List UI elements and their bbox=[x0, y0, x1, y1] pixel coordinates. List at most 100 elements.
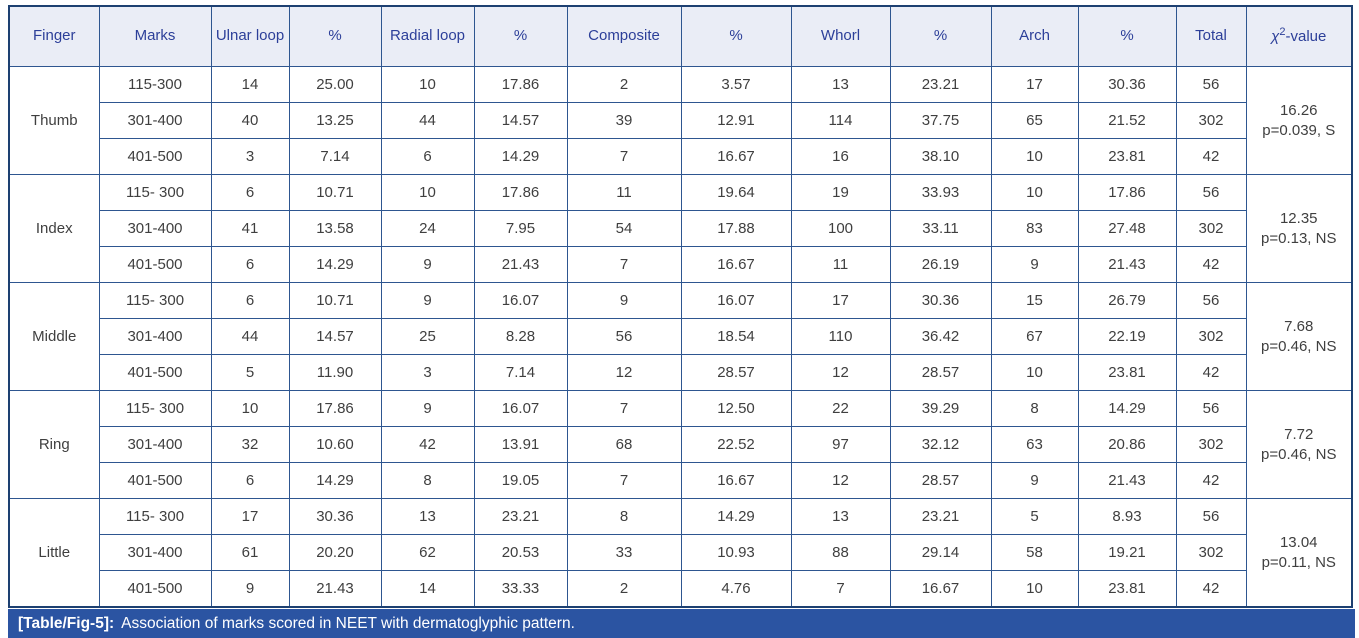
data-cell: 19.21 bbox=[1077, 534, 1177, 571]
data-cell: 7.14 bbox=[473, 354, 568, 391]
total-cell: 42 bbox=[1175, 246, 1247, 283]
data-cell: 32 bbox=[210, 426, 290, 463]
finger-cell-thumb: Thumb bbox=[8, 66, 100, 175]
marks-cell: 115- 300 bbox=[98, 390, 212, 427]
data-cell: 28.57 bbox=[889, 462, 992, 499]
data-cell: 8.28 bbox=[473, 318, 568, 355]
data-cell: 10 bbox=[990, 174, 1079, 211]
data-cell: 16 bbox=[790, 138, 891, 175]
marks-cell: 301-400 bbox=[98, 534, 212, 571]
data-cell: 26.19 bbox=[889, 246, 992, 283]
data-cell: 10 bbox=[990, 138, 1079, 175]
data-cell: 14.29 bbox=[1077, 390, 1177, 427]
data-cell: 12 bbox=[566, 354, 682, 391]
total-cell: 42 bbox=[1175, 354, 1247, 391]
data-cell: 17.86 bbox=[473, 66, 568, 103]
table-row: Thumb 115-300 14 25.00 10 17.86 2 3.57 1… bbox=[8, 66, 1353, 175]
data-cell: 33.11 bbox=[889, 210, 992, 247]
data-cell: 10 bbox=[210, 390, 290, 427]
data-cell: 38.10 bbox=[889, 138, 992, 175]
data-cell: 7 bbox=[790, 570, 891, 608]
data-cell: 54 bbox=[566, 210, 682, 247]
finger-cell-little: Little bbox=[8, 498, 100, 608]
marks-cell: 401-500 bbox=[98, 462, 212, 499]
data-cell: 13.58 bbox=[288, 210, 382, 247]
data-cell: 7.95 bbox=[473, 210, 568, 247]
header-cell-arch: Arch bbox=[990, 5, 1079, 67]
data-cell: 14 bbox=[380, 570, 475, 608]
total-cell: 56 bbox=[1175, 282, 1247, 319]
total-cell: 56 bbox=[1175, 174, 1247, 211]
data-cell: 23.21 bbox=[889, 66, 992, 103]
data-cell: 14.29 bbox=[288, 462, 382, 499]
chi-superscript: 2 bbox=[1279, 26, 1286, 39]
total-cell: 56 bbox=[1175, 498, 1247, 535]
data-cell: 14 bbox=[210, 66, 290, 103]
data-cell: 25.00 bbox=[288, 66, 382, 103]
data-cell: 17.86 bbox=[1077, 174, 1177, 211]
data-cell: 19.64 bbox=[680, 174, 792, 211]
data-cell: 16.67 bbox=[680, 246, 792, 283]
header-cell-chi-square-value: χ2-value bbox=[1245, 5, 1353, 67]
chi-value-cell: 13.04 p=0.11, NS bbox=[1245, 498, 1353, 608]
caption-text: Association of marks scored in NEET with… bbox=[121, 614, 575, 632]
data-cell: 61 bbox=[210, 534, 290, 571]
table-row: 401-500 3 7.14 6 14.29 7 16.67 16 38.10 … bbox=[9, 138, 1352, 175]
total-cell: 56 bbox=[1175, 66, 1247, 103]
data-cell: 9 bbox=[990, 246, 1079, 283]
data-cell: 8 bbox=[380, 462, 475, 499]
chi-statistic: 13.04 bbox=[1279, 534, 1318, 551]
data-cell: 44 bbox=[210, 318, 290, 355]
data-cell: 32.12 bbox=[889, 426, 992, 463]
data-cell: 67 bbox=[990, 318, 1079, 355]
data-cell: 58 bbox=[990, 534, 1079, 571]
data-cell: 6 bbox=[210, 462, 290, 499]
header-row: Finger Marks Ulnar loop % Radial loop % … bbox=[8, 5, 1353, 67]
marks-cell: 301-400 bbox=[98, 318, 212, 355]
header-cell-total: Total bbox=[1175, 5, 1247, 67]
data-cell: 16.07 bbox=[680, 282, 792, 319]
header-cell-ulnar-loop: Ulnar loop bbox=[210, 5, 290, 67]
caption-bar: [Table/Fig-5]: Association of marks scor… bbox=[8, 609, 1355, 638]
data-cell: 63 bbox=[990, 426, 1079, 463]
data-cell: 37.75 bbox=[889, 102, 992, 139]
data-cell: 9 bbox=[990, 462, 1079, 499]
data-cell: 21.43 bbox=[1077, 246, 1177, 283]
data-cell: 97 bbox=[790, 426, 891, 463]
data-cell: 56 bbox=[566, 318, 682, 355]
data-cell: 30.36 bbox=[889, 282, 992, 319]
data-cell: 10.93 bbox=[680, 534, 792, 571]
data-cell: 2 bbox=[566, 570, 682, 608]
data-cell: 29.14 bbox=[889, 534, 992, 571]
data-cell: 13.91 bbox=[473, 426, 568, 463]
p-value: p=0.11, NS bbox=[1261, 553, 1336, 571]
data-cell: 23.21 bbox=[473, 498, 568, 535]
data-cell: 14.57 bbox=[288, 318, 382, 355]
data-cell: 36.42 bbox=[889, 318, 992, 355]
data-cell: 100 bbox=[790, 210, 891, 247]
data-cell: 16.07 bbox=[473, 390, 568, 427]
total-cell: 302 bbox=[1175, 102, 1247, 139]
data-cell: 17.86 bbox=[473, 174, 568, 211]
header-cell-finger: Finger bbox=[8, 5, 100, 67]
data-cell: 33 bbox=[566, 534, 682, 571]
data-cell: 23.81 bbox=[1077, 138, 1177, 175]
total-cell: 56 bbox=[1175, 390, 1247, 427]
table-row: 301-400 61 20.20 62 20.53 33 10.93 88 29… bbox=[9, 534, 1352, 571]
total-cell: 42 bbox=[1175, 570, 1247, 608]
data-cell: 21.43 bbox=[288, 570, 382, 608]
data-cell: 110 bbox=[790, 318, 891, 355]
data-cell: 21.52 bbox=[1077, 102, 1177, 139]
data-cell: 39 bbox=[566, 102, 682, 139]
data-cell: 10.71 bbox=[288, 282, 382, 319]
total-cell: 302 bbox=[1175, 534, 1247, 571]
data-cell: 16.07 bbox=[473, 282, 568, 319]
data-cell: 30.36 bbox=[288, 498, 382, 535]
data-cell: 68 bbox=[566, 426, 682, 463]
table-row: 301-400 40 13.25 44 14.57 39 12.91 114 3… bbox=[9, 102, 1352, 139]
table-row: Ring 115- 300 10 17.86 9 16.07 7 12.50 2… bbox=[8, 390, 1353, 499]
chi-value-cell: 7.72 p=0.46, NS bbox=[1245, 390, 1353, 499]
data-cell: 17.86 bbox=[288, 390, 382, 427]
marks-cell: 401-500 bbox=[98, 570, 212, 608]
